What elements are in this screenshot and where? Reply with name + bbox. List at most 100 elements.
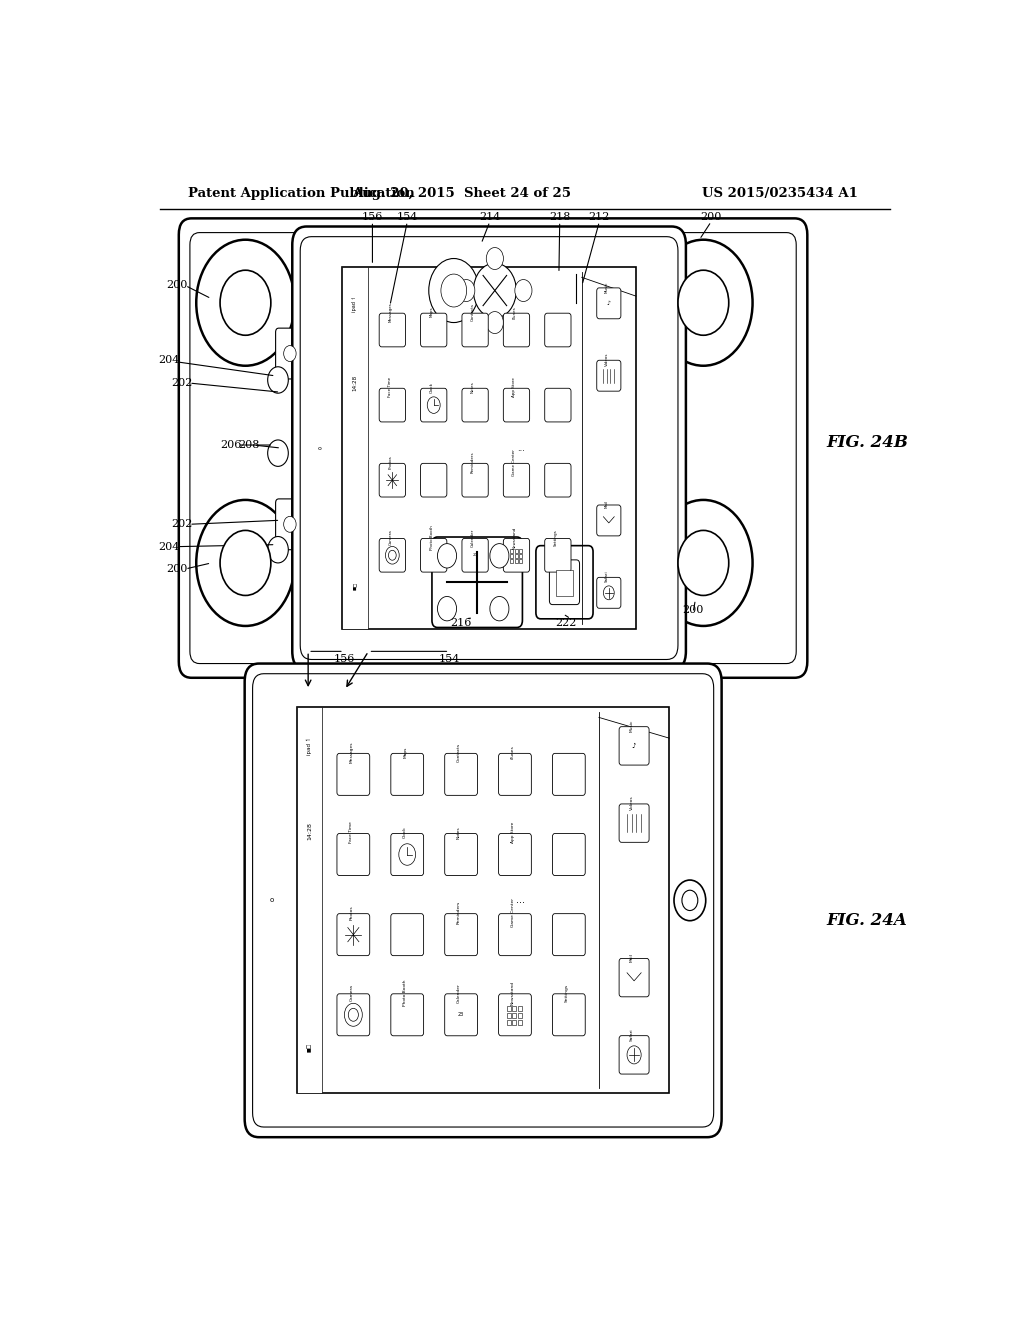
FancyBboxPatch shape bbox=[444, 833, 477, 875]
Circle shape bbox=[627, 1045, 641, 1064]
Bar bbox=[518, 560, 521, 564]
Bar bbox=[518, 1020, 521, 1024]
Text: Notes: Notes bbox=[471, 381, 475, 393]
Bar bbox=[512, 1006, 516, 1011]
Text: Reminders: Reminders bbox=[457, 902, 461, 924]
FancyBboxPatch shape bbox=[421, 539, 446, 572]
FancyBboxPatch shape bbox=[499, 913, 531, 956]
FancyBboxPatch shape bbox=[337, 913, 370, 956]
Bar bbox=[297, 708, 323, 1093]
Text: ■□: ■□ bbox=[307, 1043, 312, 1052]
Text: Messages: Messages bbox=[388, 302, 392, 322]
Text: 154: 154 bbox=[438, 655, 460, 664]
Circle shape bbox=[284, 346, 296, 362]
Text: 14:28: 14:28 bbox=[352, 375, 357, 391]
Text: Camera: Camera bbox=[349, 985, 353, 1002]
FancyBboxPatch shape bbox=[337, 994, 370, 1036]
FancyBboxPatch shape bbox=[550, 560, 580, 605]
FancyBboxPatch shape bbox=[462, 539, 488, 572]
Text: Photos: Photos bbox=[388, 455, 392, 469]
Circle shape bbox=[437, 544, 457, 568]
Text: FIG. 24B: FIG. 24B bbox=[826, 434, 908, 451]
FancyBboxPatch shape bbox=[597, 360, 621, 391]
Text: 204: 204 bbox=[159, 355, 180, 364]
Text: o: o bbox=[317, 446, 322, 450]
Text: Maps: Maps bbox=[430, 306, 434, 318]
Text: 212: 212 bbox=[589, 213, 610, 222]
Circle shape bbox=[284, 516, 296, 532]
Text: Clock: Clock bbox=[403, 826, 408, 838]
Text: Camera: Camera bbox=[388, 529, 392, 545]
Text: o: o bbox=[269, 898, 273, 903]
Bar bbox=[556, 570, 573, 597]
Text: 202: 202 bbox=[171, 519, 193, 529]
Circle shape bbox=[473, 263, 516, 318]
Bar bbox=[514, 560, 517, 564]
Circle shape bbox=[678, 531, 729, 595]
Text: Calender: Calender bbox=[457, 983, 461, 1003]
Circle shape bbox=[267, 536, 289, 562]
Text: App Store: App Store bbox=[512, 378, 516, 397]
FancyBboxPatch shape bbox=[553, 994, 586, 1036]
Text: 154: 154 bbox=[396, 213, 418, 222]
Text: 206: 206 bbox=[220, 440, 242, 450]
FancyBboxPatch shape bbox=[444, 994, 477, 1036]
Circle shape bbox=[220, 271, 270, 335]
FancyBboxPatch shape bbox=[504, 388, 529, 422]
Circle shape bbox=[344, 1003, 362, 1026]
Text: 216: 216 bbox=[451, 618, 472, 628]
Text: 14:28: 14:28 bbox=[307, 822, 312, 840]
Text: ipad ↿: ipad ↿ bbox=[307, 737, 312, 755]
FancyBboxPatch shape bbox=[620, 958, 649, 997]
FancyBboxPatch shape bbox=[432, 537, 522, 627]
Bar bbox=[507, 1006, 511, 1011]
FancyBboxPatch shape bbox=[379, 463, 406, 498]
Circle shape bbox=[388, 550, 396, 560]
FancyBboxPatch shape bbox=[421, 463, 446, 498]
Text: Settings: Settings bbox=[554, 529, 558, 545]
Bar bbox=[514, 554, 517, 558]
Text: 202: 202 bbox=[171, 378, 193, 388]
FancyBboxPatch shape bbox=[545, 463, 571, 498]
FancyBboxPatch shape bbox=[421, 313, 446, 347]
FancyBboxPatch shape bbox=[499, 754, 531, 796]
FancyBboxPatch shape bbox=[379, 313, 406, 347]
Bar bbox=[510, 560, 513, 564]
Circle shape bbox=[486, 248, 504, 269]
Circle shape bbox=[197, 240, 295, 366]
FancyBboxPatch shape bbox=[553, 833, 586, 875]
FancyBboxPatch shape bbox=[545, 539, 571, 572]
Text: iTunes: iTunes bbox=[512, 306, 516, 318]
FancyBboxPatch shape bbox=[620, 727, 649, 766]
Circle shape bbox=[398, 843, 416, 866]
Text: ■□: ■□ bbox=[353, 581, 357, 590]
Text: 222: 222 bbox=[555, 618, 577, 628]
FancyBboxPatch shape bbox=[597, 288, 621, 319]
Text: ♪: ♪ bbox=[632, 743, 636, 748]
Circle shape bbox=[489, 597, 509, 620]
Text: Maps: Maps bbox=[403, 747, 408, 758]
FancyBboxPatch shape bbox=[553, 913, 586, 956]
Bar bbox=[512, 1020, 516, 1024]
FancyBboxPatch shape bbox=[597, 577, 621, 609]
Text: Videos: Videos bbox=[605, 352, 609, 366]
Text: Notes: Notes bbox=[457, 826, 461, 838]
Text: Safari: Safari bbox=[605, 570, 609, 582]
Text: Photo Booth: Photo Booth bbox=[403, 979, 408, 1006]
FancyBboxPatch shape bbox=[292, 227, 686, 669]
Bar bbox=[512, 1012, 516, 1018]
Text: Contacts: Contacts bbox=[471, 304, 475, 321]
Text: Aug. 20, 2015  Sheet 24 of 25: Aug. 20, 2015 Sheet 24 of 25 bbox=[352, 187, 570, 201]
Text: ipad ↿: ipad ↿ bbox=[352, 294, 357, 312]
Circle shape bbox=[654, 500, 753, 626]
Bar bbox=[518, 554, 521, 558]
Bar bbox=[507, 1012, 511, 1018]
Bar bbox=[518, 549, 521, 553]
Bar bbox=[281, 420, 299, 446]
FancyBboxPatch shape bbox=[444, 913, 477, 956]
Circle shape bbox=[197, 500, 295, 626]
Text: Photo Booth: Photo Booth bbox=[430, 525, 434, 550]
Circle shape bbox=[603, 586, 614, 599]
Text: 200: 200 bbox=[682, 605, 703, 615]
FancyBboxPatch shape bbox=[275, 329, 304, 379]
